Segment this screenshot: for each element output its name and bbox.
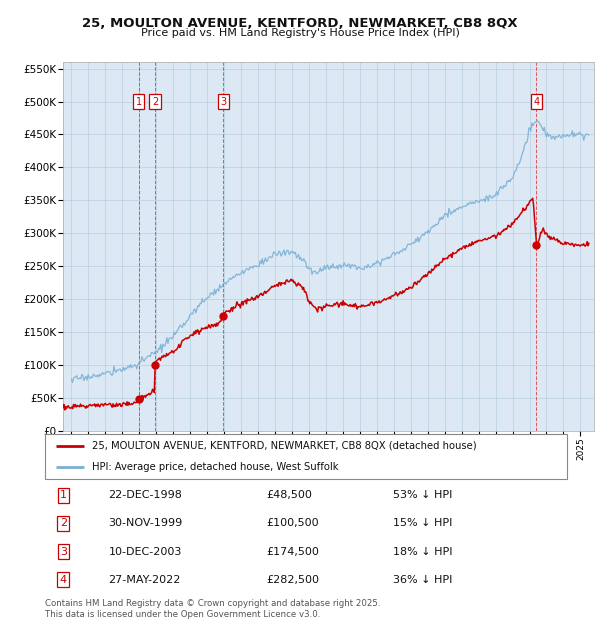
Text: 2: 2 xyxy=(152,97,158,107)
Text: 3: 3 xyxy=(220,97,226,107)
Text: £100,500: £100,500 xyxy=(267,518,319,528)
Text: 22-DEC-1998: 22-DEC-1998 xyxy=(109,490,182,500)
Text: 18% ↓ HPI: 18% ↓ HPI xyxy=(394,547,453,557)
Text: 27-MAY-2022: 27-MAY-2022 xyxy=(109,575,181,585)
Text: £174,500: £174,500 xyxy=(267,547,320,557)
Text: 15% ↓ HPI: 15% ↓ HPI xyxy=(394,518,453,528)
Text: 36% ↓ HPI: 36% ↓ HPI xyxy=(394,575,453,585)
Text: Price paid vs. HM Land Registry's House Price Index (HPI): Price paid vs. HM Land Registry's House … xyxy=(140,28,460,38)
Text: 4: 4 xyxy=(60,575,67,585)
Text: 25, MOULTON AVENUE, KENTFORD, NEWMARKET, CB8 8QX: 25, MOULTON AVENUE, KENTFORD, NEWMARKET,… xyxy=(82,17,518,30)
Text: HPI: Average price, detached house, West Suffolk: HPI: Average price, detached house, West… xyxy=(92,462,338,472)
Text: £48,500: £48,500 xyxy=(267,490,313,500)
Text: 1: 1 xyxy=(136,97,142,107)
Text: 30-NOV-1999: 30-NOV-1999 xyxy=(109,518,182,528)
Text: £282,500: £282,500 xyxy=(267,575,320,585)
Text: 3: 3 xyxy=(60,547,67,557)
Text: 25, MOULTON AVENUE, KENTFORD, NEWMARKET, CB8 8QX (detached house): 25, MOULTON AVENUE, KENTFORD, NEWMARKET,… xyxy=(92,441,476,451)
Text: 2: 2 xyxy=(60,518,67,528)
Text: 1: 1 xyxy=(60,490,67,500)
Text: 53% ↓ HPI: 53% ↓ HPI xyxy=(394,490,453,500)
Text: 10-DEC-2003: 10-DEC-2003 xyxy=(109,547,182,557)
Text: Contains HM Land Registry data © Crown copyright and database right 2025.
This d: Contains HM Land Registry data © Crown c… xyxy=(45,600,380,619)
Text: 4: 4 xyxy=(533,97,539,107)
